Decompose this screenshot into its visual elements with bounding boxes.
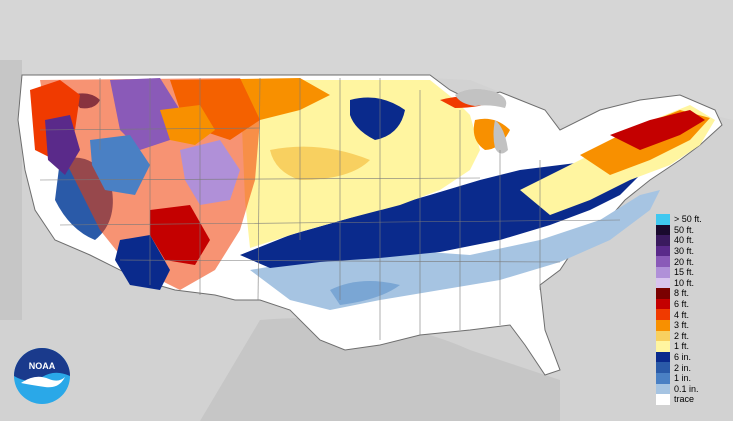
- legend-item: 40 ft.: [656, 235, 730, 246]
- legend-label: trace: [674, 394, 695, 405]
- legend-swatch: [656, 214, 670, 225]
- legend-item: 3 ft.: [656, 319, 730, 331]
- legend-swatch: [656, 277, 670, 289]
- legend-label: 20 ft.: [674, 256, 695, 267]
- legend-label: 8 ft.: [674, 288, 690, 299]
- legend-label: 3 ft.: [674, 320, 690, 331]
- legend-label: 0.1 in.: [674, 383, 699, 394]
- legend-label: 50 ft.: [674, 224, 695, 235]
- legend-label: 2 ft.: [674, 330, 690, 341]
- legend-swatch: [656, 372, 670, 384]
- legend-swatch: [656, 351, 670, 363]
- legend-item: trace: [656, 394, 730, 405]
- legend-item: 50 ft.: [656, 224, 730, 236]
- snowfall-6in-north-overlay: [350, 97, 405, 140]
- legend-item: 10 ft.: [656, 277, 730, 289]
- legend-swatch: [656, 266, 670, 278]
- legend-item: 15 ft.: [656, 266, 730, 278]
- lake-michigan: [493, 120, 508, 154]
- snowfall-3ft-wyoming: [160, 105, 215, 145]
- legend-item: 1 in.: [656, 372, 730, 384]
- legend-item: 2 in.: [656, 362, 730, 373]
- legend-swatch: [656, 330, 670, 342]
- legend-swatch: [656, 224, 670, 236]
- state-boundaries: [39, 77, 621, 340]
- snowfall-2ft-plains: [270, 146, 370, 180]
- noaa-logo: NOAA: [13, 347, 71, 405]
- snowfall-20ft-northern-rockies: [110, 78, 180, 150]
- legend-label: 4 ft.: [674, 309, 690, 320]
- gulf-of-mexico: [200, 318, 560, 421]
- legend-swatch: [656, 298, 670, 310]
- legend-swatch: [656, 309, 670, 320]
- legend-item: > 50 ft.: [656, 214, 730, 225]
- pacific-ocean: [0, 60, 22, 320]
- legend-label: 6 ft.: [674, 299, 690, 310]
- legend-item: 20 ft.: [656, 256, 730, 267]
- snowfall-6in-southwest: [115, 235, 170, 290]
- snowfall-legend: > 50 ft. 50 ft. 40 ft. 30 ft. 20 ft. 15 ft. 10…: [656, 214, 730, 405]
- lake-superior-overlay: [455, 89, 507, 108]
- legend-swatch: [656, 256, 670, 267]
- legend-item: 6 ft.: [656, 298, 730, 310]
- legend-swatch: [656, 383, 670, 395]
- legend-label: 2 in.: [674, 362, 692, 373]
- noaa-emblem-icon: [14, 348, 70, 404]
- legend-swatch: [656, 362, 670, 373]
- snowfall-15ft-central-rockies: [180, 140, 240, 205]
- canada-land: [0, 0, 733, 125]
- legend-label: 10 ft.: [674, 277, 695, 288]
- snowfall-0-1in-band: [250, 190, 660, 310]
- legend-label: 6 in.: [674, 352, 692, 363]
- legend-item: 6 in.: [656, 351, 730, 363]
- legend-label: 40 ft.: [674, 235, 695, 246]
- legend-label: 30 ft.: [674, 246, 695, 257]
- legend-item: 8 ft.: [656, 288, 730, 299]
- legend-label: 1 in.: [674, 373, 692, 384]
- legend-label: 15 ft.: [674, 267, 695, 278]
- legend-label: > 50 ft.: [674, 214, 702, 225]
- legend-item: 4 ft.: [656, 309, 730, 320]
- legend-swatch: [656, 394, 670, 405]
- legend-item: 1 ft.: [656, 341, 730, 352]
- legend-item: 2 ft.: [656, 330, 730, 342]
- legend-swatch: [656, 341, 670, 352]
- legend-item: 0.1 in.: [656, 383, 730, 395]
- noaa-logo-text: NOAA: [28, 361, 56, 371]
- snowfall-6ft-northeast: [610, 110, 705, 150]
- legend-swatch: [656, 288, 670, 299]
- legend-swatch: [656, 235, 670, 246]
- legend-swatch: [656, 245, 670, 257]
- snowfall-1in-patch: [330, 281, 400, 305]
- legend-label: 1 ft.: [674, 341, 690, 352]
- legend-item: 30 ft.: [656, 245, 730, 257]
- legend-swatch: [656, 319, 670, 331]
- snowfall-6ft-southern-rockies: [150, 205, 210, 265]
